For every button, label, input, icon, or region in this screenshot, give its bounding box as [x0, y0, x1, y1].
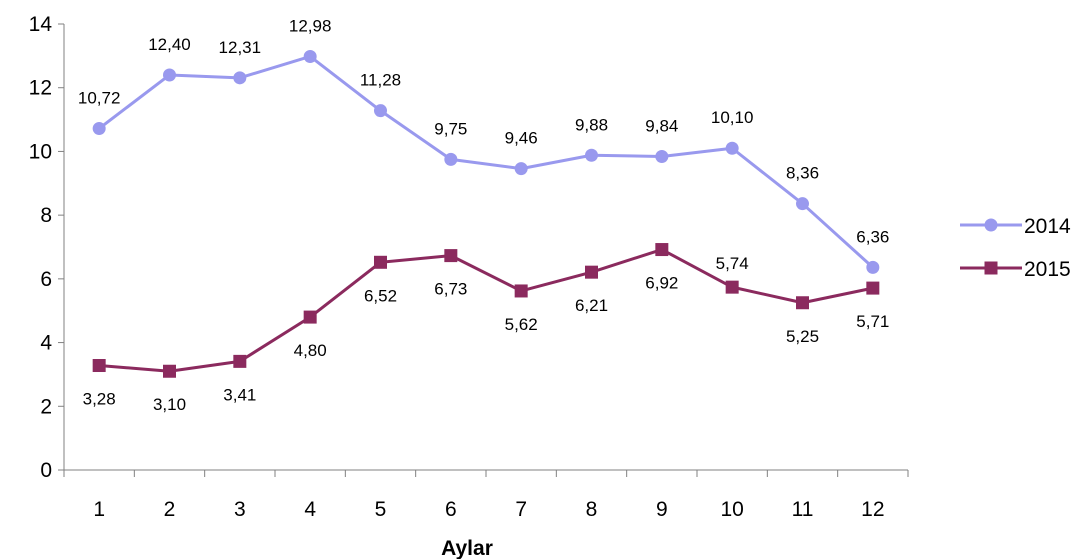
data-label-2015: 5,25 — [786, 327, 819, 346]
x-tick-label: 11 — [792, 498, 814, 521]
x-tick-label: 1 — [93, 498, 105, 521]
data-point-2015 — [444, 249, 458, 263]
data-label-2015: 6,21 — [575, 296, 608, 315]
data-point-2015 — [303, 310, 317, 324]
data-point-2015 — [725, 280, 739, 294]
x-tick-label: 2 — [164, 498, 176, 521]
data-label-2015: 5,74 — [716, 254, 749, 273]
x-tick-label: 4 — [304, 498, 316, 521]
y-tick-label: 14 — [29, 13, 53, 36]
y-tick-label: 12 — [29, 77, 52, 100]
data-label-2014: 6,36 — [856, 227, 889, 246]
data-point-2015 — [796, 296, 809, 310]
chart-series — [92, 49, 880, 378]
data-point-2014 — [725, 141, 739, 155]
x-tick-label: 9 — [656, 498, 668, 521]
data-label-2014: 10,72 — [78, 88, 121, 107]
series-line-2015 — [99, 248, 874, 373]
data-label-2015: 6,92 — [645, 274, 678, 293]
data-point-2015 — [655, 243, 669, 257]
data-label-2015: 3,28 — [83, 390, 116, 409]
chart-data-labels: 10,72 12,40 12,31 12,98 11,28 9,75 9,46 9,88 9,8… — [78, 16, 889, 414]
legend-marker-2015 — [984, 261, 998, 275]
data-label-2014: 12,31 — [219, 38, 262, 57]
x-tick-label: 8 — [586, 498, 598, 521]
data-point-2014 — [374, 104, 387, 118]
data-point-2015 — [866, 281, 880, 295]
data-point-2014 — [233, 71, 247, 85]
data-point-2014 — [163, 68, 176, 82]
data-label-2014: 9,46 — [505, 129, 538, 148]
x-tick-label: 5 — [375, 498, 387, 521]
y-tick-label: 2 — [40, 395, 52, 418]
y-tick-label: 0 — [40, 459, 52, 482]
data-point-2014 — [655, 150, 669, 164]
data-point-2015 — [92, 359, 106, 373]
x-tick-label: 3 — [234, 498, 246, 521]
data-point-2015 — [163, 364, 176, 378]
legend-marker-2014 — [984, 218, 998, 232]
legend-label-2014: 2014 — [1024, 215, 1071, 238]
data-label-2014: 8,36 — [786, 164, 819, 183]
data-label-2015: 6,52 — [364, 286, 397, 305]
data-point-2015 — [233, 354, 247, 368]
x-tick-label: 12 — [861, 498, 884, 521]
x-tick-label: 6 — [445, 498, 457, 521]
data-point-2014 — [444, 152, 458, 166]
data-label-2015: 4,80 — [294, 341, 327, 360]
data-label-2015: 5,62 — [505, 315, 538, 334]
data-point-2014 — [866, 260, 880, 274]
x-tick-label: 10 — [720, 498, 743, 521]
data-label-2014: 9,75 — [434, 119, 467, 138]
data-label-2014: 11,28 — [360, 71, 401, 90]
data-point-2014 — [92, 121, 106, 135]
y-tick-label: 6 — [40, 268, 52, 291]
data-label-2015: 6,73 — [434, 280, 467, 299]
x-axis-title: Aylar — [441, 537, 493, 559]
data-label-2015: 5,71 — [856, 312, 889, 331]
data-label-2015: 3,41 — [223, 385, 256, 404]
data-point-2014 — [796, 197, 809, 211]
y-tick-label: 4 — [40, 332, 52, 355]
data-label-2014: 10,10 — [711, 108, 754, 127]
data-point-2014 — [514, 162, 528, 176]
data-label-2014: 9,88 — [575, 115, 608, 134]
x-tick-label: 7 — [515, 498, 527, 521]
y-tick-label: 8 — [40, 204, 52, 227]
chart-legend: 2014 2015 — [960, 215, 1071, 281]
series-line-2014 — [98, 54, 874, 269]
data-label-2014: 12,98 — [289, 16, 332, 35]
data-point-2015 — [585, 265, 598, 279]
legend-label-2015: 2015 — [1024, 258, 1071, 281]
data-label-2014: 12,40 — [148, 35, 191, 54]
data-point-2014 — [303, 49, 317, 63]
data-point-2015 — [374, 255, 387, 269]
data-point-2015 — [514, 284, 528, 298]
data-label-2015: 3,10 — [153, 395, 186, 414]
data-point-2014 — [585, 148, 598, 162]
y-tick-label: 10 — [29, 140, 52, 163]
data-label-2014: 9,84 — [645, 117, 678, 136]
